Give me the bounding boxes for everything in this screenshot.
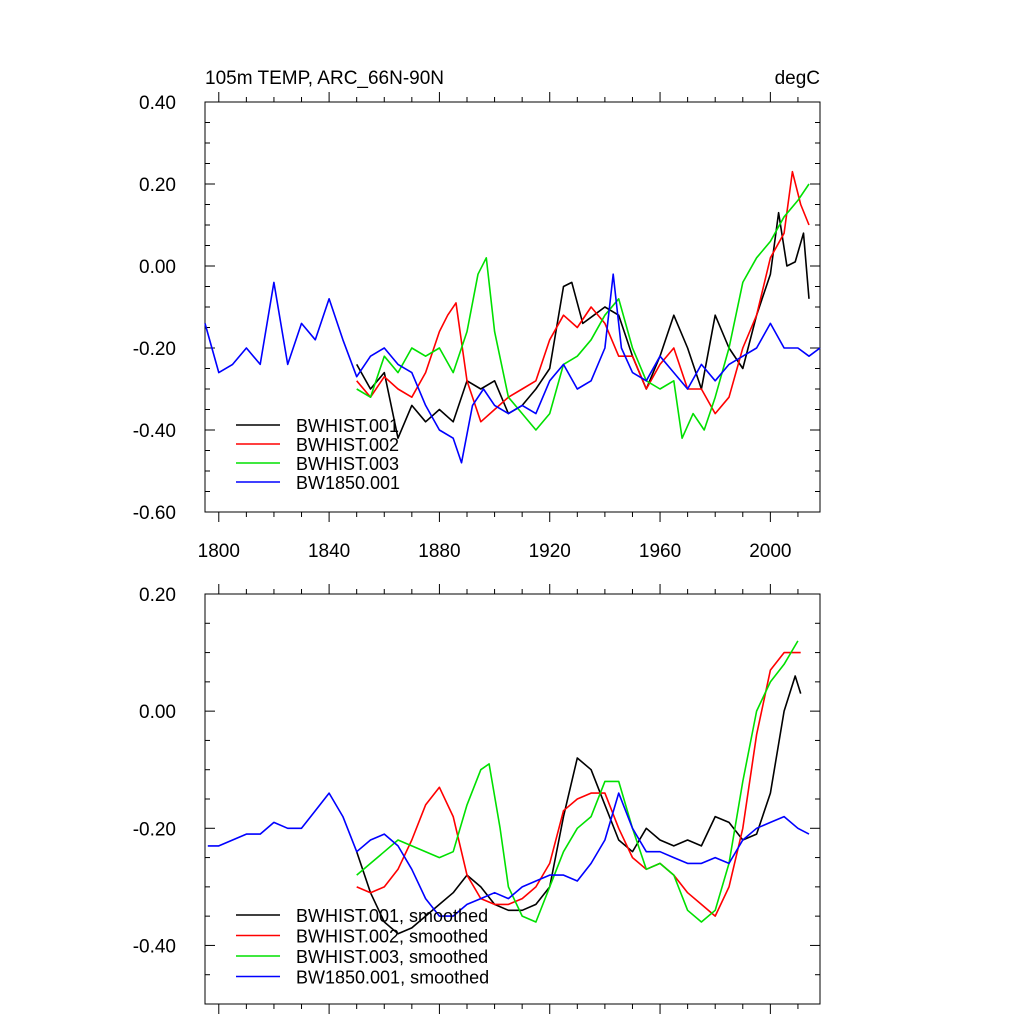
top-legend-label-bw1850-001: BW1850.001 bbox=[296, 473, 400, 493]
bottom-legend-label-bw1850-001-smoothed: BW1850.001, smoothed bbox=[296, 968, 489, 988]
bottom-legend-label-bwhist-002-smoothed: BWHIST.002, smoothed bbox=[296, 927, 488, 947]
top-y-tick-label: 0.00 bbox=[139, 257, 176, 278]
top-y-tick-label: 0.20 bbox=[139, 175, 176, 196]
top-y-tick-label: -0.40 bbox=[133, 421, 176, 442]
top-panel: 105m TEMP, ARC_66N-90N degC 1800 1840 1880… bbox=[133, 68, 821, 562]
top-axis-ticks: 1800 1840 1880 1920 1960 2000 -0.60 -0.40 -0.20 0… bbox=[133, 92, 820, 562]
top-series-bwhist-003 bbox=[356, 183, 810, 440]
top-y-tick-label: -0.20 bbox=[133, 339, 176, 360]
top-legend-label-bwhist-003: BWHIST.003 bbox=[296, 454, 399, 474]
bottom-series-group bbox=[207, 640, 810, 935]
top-title-right: degC bbox=[775, 68, 820, 89]
bottom-legend-label-bwhist-001-smoothed: BWHIST.001, smoothed bbox=[296, 906, 488, 926]
top-legend-label-bwhist-001: BWHIST.001 bbox=[296, 416, 399, 436]
top-legend-label-bwhist-002: BWHIST.002 bbox=[296, 435, 399, 455]
top-x-tick-label: 1800 bbox=[198, 541, 240, 562]
bottom-axis-ticks: -0.40 -0.20 0.00 0.20 bbox=[133, 584, 820, 1014]
bottom-y-tick-label: 0.00 bbox=[139, 702, 176, 723]
top-x-tick-label: 1880 bbox=[418, 541, 460, 562]
bottom-series-bwhist-003-smoothed bbox=[356, 640, 799, 923]
bottom-legend-label-bwhist-003-smoothed: BWHIST.003, smoothed bbox=[296, 947, 488, 967]
top-series-bw1850-001 bbox=[204, 273, 821, 464]
bottom-series-bw1850-001-smoothed bbox=[207, 792, 810, 917]
top-y-tick-label: 0.40 bbox=[139, 93, 176, 114]
bottom-y-tick-label: -0.20 bbox=[133, 819, 176, 840]
top-series-bwhist-002 bbox=[356, 170, 810, 423]
bottom-y-tick-label: -0.40 bbox=[133, 936, 176, 957]
top-x-tick-label: 1840 bbox=[308, 541, 350, 562]
top-title-left: 105m TEMP, ARC_66N-90N bbox=[205, 68, 444, 89]
top-series-group bbox=[204, 170, 821, 464]
top-y-tick-label: -0.60 bbox=[133, 503, 176, 524]
top-x-tick-label: 1960 bbox=[639, 541, 681, 562]
bottom-series-bwhist-001-smoothed bbox=[355, 675, 802, 935]
top-x-tick-label: 1920 bbox=[529, 541, 571, 562]
top-x-tick-label: 2000 bbox=[749, 541, 791, 562]
bottom-panel: -0.40-0.200.000.20 BWHIST.001, smoothedB… bbox=[133, 584, 821, 1014]
bottom-y-tick-label: 0.20 bbox=[139, 585, 176, 606]
bottom-series-bwhist-002-smoothed bbox=[356, 651, 801, 917]
